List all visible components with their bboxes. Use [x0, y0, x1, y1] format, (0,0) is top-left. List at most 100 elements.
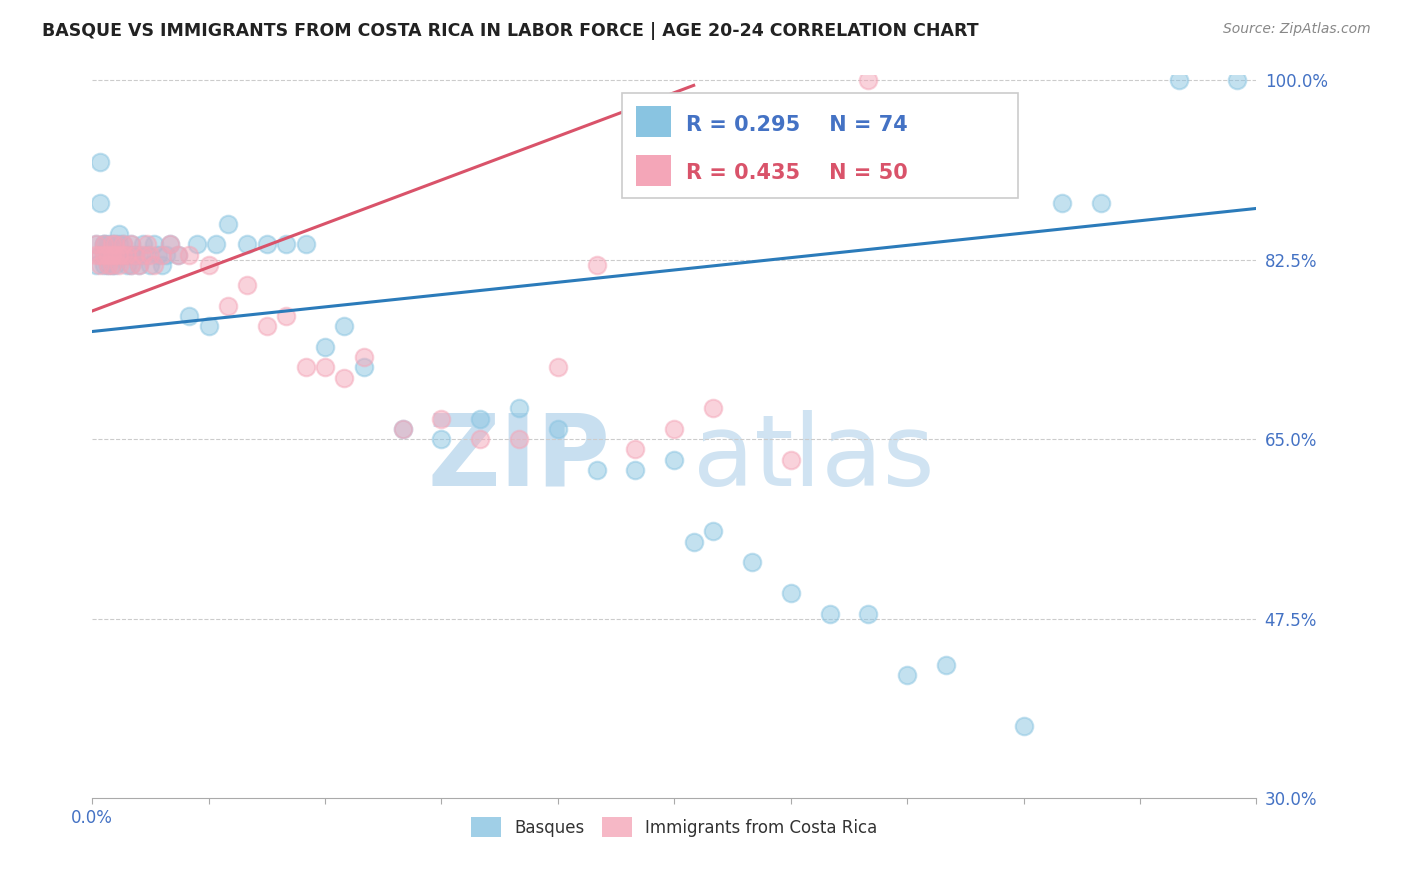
Point: [353, 360, 375, 375]
Point: [100, 247, 122, 261]
Point: [139, 247, 162, 261]
Point: [108, 258, 131, 272]
Text: BASQUE VS IMMIGRANTS FROM COSTA RICA IN LABOR FORCE | AGE 20-24 CORRELATION CHAR: BASQUE VS IMMIGRANTS FROM COSTA RICA IN …: [42, 22, 979, 40]
Point: [108, 247, 131, 261]
Point: [93, 258, 115, 272]
Point: [186, 237, 208, 252]
Point: [236, 237, 259, 252]
Point: [84, 247, 107, 261]
Point: [84, 237, 107, 252]
Point: [124, 247, 146, 261]
Point: [120, 258, 142, 272]
Point: [115, 258, 138, 272]
Point: [682, 534, 704, 549]
Point: [150, 247, 173, 261]
Point: [112, 247, 135, 261]
Point: [128, 258, 150, 272]
Point: [104, 247, 127, 261]
Point: [108, 227, 131, 241]
Point: [139, 258, 162, 272]
Point: [93, 237, 115, 252]
Point: [547, 360, 569, 375]
Point: [205, 237, 228, 252]
Point: [131, 237, 153, 252]
Text: ZIP: ZIP: [427, 409, 610, 507]
Point: [159, 237, 181, 252]
Point: [93, 247, 115, 261]
Point: [100, 237, 122, 252]
Point: [1090, 196, 1112, 211]
Point: [93, 247, 115, 261]
Point: [391, 422, 413, 436]
Point: [179, 309, 201, 323]
Point: [143, 258, 166, 272]
Point: [1012, 719, 1035, 733]
Point: [858, 73, 880, 87]
Point: [100, 247, 122, 261]
Point: [508, 401, 530, 416]
Point: [779, 586, 801, 600]
Point: [84, 237, 107, 252]
Point: [97, 247, 120, 261]
Point: [935, 657, 957, 672]
Point: [104, 237, 127, 252]
Point: [104, 258, 127, 272]
Point: [547, 422, 569, 436]
Point: [333, 370, 356, 384]
FancyBboxPatch shape: [636, 106, 671, 136]
Text: R = 0.435    N = 50: R = 0.435 N = 50: [686, 162, 908, 183]
Point: [100, 258, 122, 272]
Point: [115, 247, 138, 261]
Point: [146, 247, 169, 261]
Point: [97, 237, 120, 252]
Point: [104, 237, 127, 252]
Point: [97, 247, 120, 261]
Point: [664, 452, 686, 467]
Legend: Basques, Immigrants from Costa Rica: Basques, Immigrants from Costa Rica: [465, 810, 884, 844]
Point: [89, 247, 111, 261]
Point: [100, 247, 122, 261]
Point: [104, 247, 127, 261]
Point: [197, 319, 219, 334]
Point: [89, 196, 111, 211]
Point: [197, 258, 219, 272]
Point: [217, 299, 239, 313]
Point: [108, 247, 131, 261]
Point: [84, 258, 107, 272]
Point: [89, 155, 111, 169]
Point: [430, 411, 453, 425]
Point: [294, 237, 316, 252]
Point: [1052, 196, 1074, 211]
Point: [120, 247, 142, 261]
Point: [1226, 73, 1249, 87]
Point: [115, 247, 138, 261]
Point: [430, 432, 453, 446]
Point: [585, 258, 607, 272]
Point: [143, 237, 166, 252]
Point: [294, 360, 316, 375]
Text: atlas: atlas: [693, 409, 935, 507]
FancyBboxPatch shape: [636, 155, 671, 186]
Point: [333, 319, 356, 334]
Point: [702, 401, 724, 416]
Point: [236, 278, 259, 293]
Point: [314, 360, 336, 375]
Point: [120, 258, 142, 272]
Point: [120, 237, 142, 252]
Text: Source: ZipAtlas.com: Source: ZipAtlas.com: [1223, 22, 1371, 37]
Point: [585, 463, 607, 477]
Point: [159, 237, 181, 252]
Point: [217, 217, 239, 231]
Point: [89, 247, 111, 261]
Point: [128, 247, 150, 261]
Point: [120, 237, 142, 252]
Point: [112, 237, 135, 252]
Point: [256, 319, 278, 334]
Point: [112, 247, 135, 261]
Point: [1167, 73, 1189, 87]
Point: [624, 463, 647, 477]
Point: [179, 247, 201, 261]
Point: [276, 237, 298, 252]
Point: [97, 258, 120, 272]
Point: [128, 258, 150, 272]
